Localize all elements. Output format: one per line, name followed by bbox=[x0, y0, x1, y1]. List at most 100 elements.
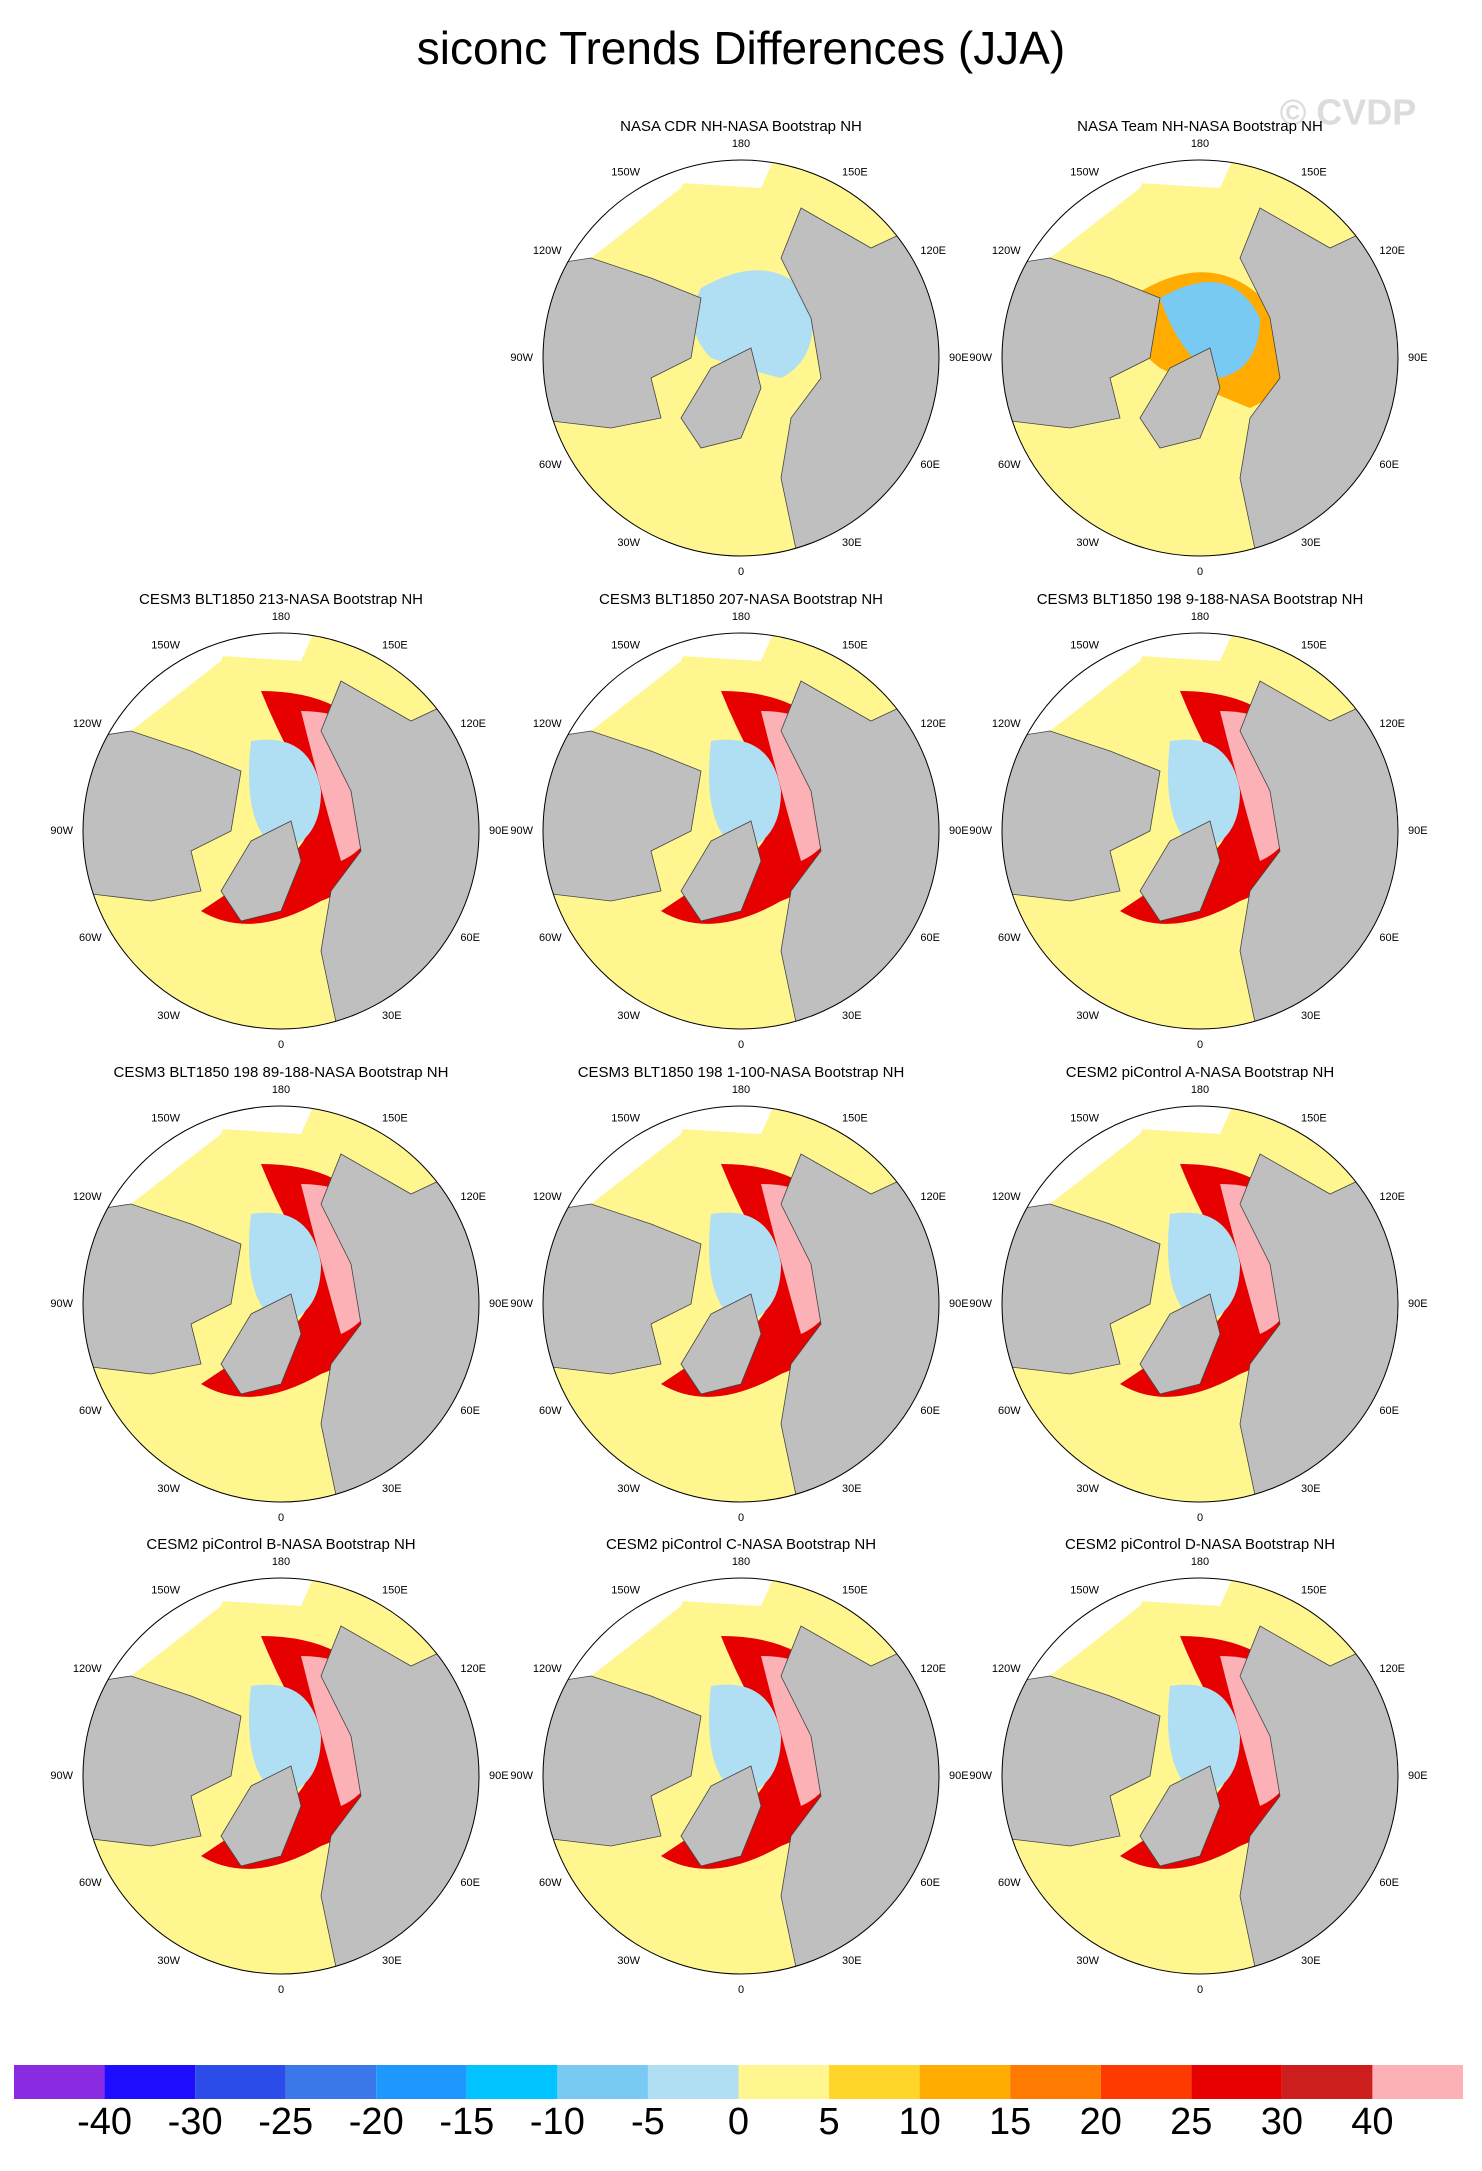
longitude-label: 90W bbox=[50, 825, 73, 837]
land bbox=[220, 1293, 302, 1395]
colorbar-box bbox=[738, 2065, 830, 2099]
panel-title: CESM2 piControl D-NASA Bootstrap NH bbox=[1065, 1536, 1335, 1553]
land bbox=[680, 1765, 762, 1867]
longitude-label: 60E bbox=[920, 459, 940, 471]
longitude-label: 180 bbox=[272, 1084, 290, 1096]
longitude-label: 30E bbox=[842, 1010, 862, 1022]
colorbar-box bbox=[1010, 2065, 1101, 2099]
longitude-label: 120E bbox=[920, 245, 946, 257]
longitude-label: 150W bbox=[1070, 640, 1099, 652]
colorbar-box bbox=[1281, 2065, 1373, 2099]
colorbar-box bbox=[376, 2065, 467, 2099]
colorbar-label: -30 bbox=[168, 2101, 223, 2143]
longitude-label: 30W bbox=[157, 1955, 180, 1967]
map-border bbox=[82, 1105, 480, 1503]
panel-title: CESM3 BLT1850 207-NASA Bootstrap NH bbox=[599, 591, 883, 608]
longitude-label: 30W bbox=[617, 1955, 640, 1967]
colorbar-label: 10 bbox=[898, 2101, 940, 2143]
map-border bbox=[1001, 159, 1399, 557]
longitude-label: 150E bbox=[382, 1113, 408, 1125]
longitude-label: 60E bbox=[920, 1405, 940, 1417]
longitude-label: 60E bbox=[1379, 932, 1399, 944]
longitude-label: 30W bbox=[617, 537, 640, 549]
longitude-label: 60W bbox=[79, 1405, 102, 1417]
longitude-label: 150W bbox=[611, 1585, 640, 1597]
longitude-label: 60W bbox=[539, 1877, 562, 1889]
longitude-label: 150W bbox=[1070, 1585, 1099, 1597]
longitude-label: 180 bbox=[1191, 1556, 1209, 1568]
longitude-label: 120W bbox=[992, 1663, 1021, 1675]
ice-field bbox=[249, 1212, 321, 1324]
longitude-label: 90E bbox=[489, 825, 509, 837]
longitude-label: 30W bbox=[617, 1483, 640, 1495]
longitude-label: 90E bbox=[949, 1298, 969, 1310]
longitude-label: 60E bbox=[1379, 459, 1399, 471]
colorbar-box bbox=[195, 2065, 286, 2099]
longitude-label: 90E bbox=[949, 352, 969, 364]
longitude-label: 120W bbox=[533, 245, 562, 257]
polar-map bbox=[1002, 1106, 1398, 1502]
land bbox=[1139, 1293, 1221, 1395]
longitude-label: 150W bbox=[611, 1113, 640, 1125]
land bbox=[1139, 347, 1221, 449]
longitude-label: 60W bbox=[998, 932, 1021, 944]
polar-map bbox=[1002, 1578, 1398, 1974]
polar-map bbox=[543, 1106, 939, 1502]
polar-map bbox=[543, 1578, 939, 1974]
longitude-label: 180 bbox=[732, 1084, 750, 1096]
longitude-label: 180 bbox=[732, 611, 750, 623]
longitude-label: 90W bbox=[50, 1770, 73, 1782]
longitude-label: 150E bbox=[842, 167, 868, 179]
colorbar-label: -20 bbox=[349, 2101, 404, 2143]
longitude-label: 90W bbox=[969, 825, 992, 837]
colorbar-label: -40 bbox=[77, 2101, 132, 2143]
colorbar-label: 0 bbox=[728, 2101, 749, 2143]
map-border bbox=[1001, 632, 1399, 1030]
longitude-label: 150W bbox=[611, 167, 640, 179]
longitude-label: 90E bbox=[949, 1770, 969, 1782]
ice-field bbox=[693, 270, 813, 378]
longitude-label: 150E bbox=[842, 1585, 868, 1597]
colorbar-box bbox=[1100, 2065, 1192, 2099]
longitude-label: 0 bbox=[738, 1039, 744, 1051]
longitude-label: 30E bbox=[1301, 537, 1321, 549]
longitude-label: 30E bbox=[1301, 1483, 1321, 1495]
polar-map bbox=[543, 633, 939, 1029]
longitude-label: 60W bbox=[998, 1405, 1021, 1417]
longitude-label: 120E bbox=[920, 1663, 946, 1675]
panel-title: CESM3 BLT1850 213-NASA Bootstrap NH bbox=[139, 591, 423, 608]
longitude-label: 120W bbox=[73, 718, 102, 730]
panel-title: CESM3 BLT1850 198 89-188-NASA Bootstrap … bbox=[114, 1064, 449, 1081]
land bbox=[1139, 820, 1221, 922]
colorbar-label: 5 bbox=[818, 2101, 839, 2143]
map-border bbox=[1001, 1105, 1399, 1503]
longitude-label: 30W bbox=[157, 1483, 180, 1495]
longitude-label: 120E bbox=[460, 1663, 486, 1675]
ice-field bbox=[709, 1212, 781, 1324]
land bbox=[220, 820, 302, 922]
longitude-label: 120W bbox=[533, 1191, 562, 1203]
longitude-label: 150E bbox=[382, 1585, 408, 1597]
longitude-label: 60E bbox=[920, 1877, 940, 1889]
longitude-label: 60E bbox=[1379, 1405, 1399, 1417]
panel-title: CESM2 piControl C-NASA Bootstrap NH bbox=[606, 1536, 876, 1553]
colorbar-box bbox=[1191, 2065, 1282, 2099]
longitude-label: 150W bbox=[1070, 167, 1099, 179]
colorbar-box bbox=[14, 2065, 105, 2099]
longitude-label: 120W bbox=[73, 1191, 102, 1203]
map-border bbox=[82, 632, 480, 1030]
polar-map bbox=[83, 633, 479, 1029]
longitude-label: 90E bbox=[489, 1770, 509, 1782]
longitude-label: 150E bbox=[1301, 1113, 1327, 1125]
longitude-label: 90W bbox=[510, 1298, 533, 1310]
longitude-label: 30W bbox=[1076, 537, 1099, 549]
polar-map bbox=[83, 1106, 479, 1502]
land bbox=[1002, 257, 1161, 429]
figure-title: siconc Trends Differences (JJA) bbox=[417, 22, 1066, 74]
land bbox=[680, 1293, 762, 1395]
ice-field bbox=[249, 1684, 321, 1796]
longitude-label: 30E bbox=[842, 1483, 862, 1495]
longitude-label: 120W bbox=[73, 1663, 102, 1675]
longitude-label: 30E bbox=[382, 1483, 402, 1495]
longitude-label: 90W bbox=[969, 352, 992, 364]
